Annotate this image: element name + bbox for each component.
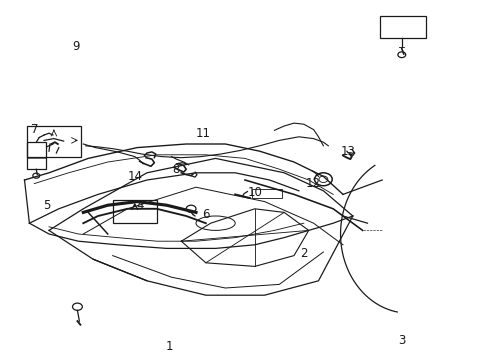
Text: 5: 5 [43, 199, 50, 212]
Text: 3: 3 [398, 334, 406, 347]
Text: 9: 9 [72, 40, 80, 53]
Text: 12: 12 [306, 177, 321, 190]
Text: 4: 4 [136, 199, 144, 212]
Bar [27, 142, 46, 169]
Text: 1: 1 [165, 340, 173, 353]
Text: 10: 10 [247, 186, 262, 199]
Text: 11: 11 [196, 127, 211, 140]
Text: 8: 8 [172, 163, 180, 176]
Bar [380, 16, 426, 38]
Text: 6: 6 [202, 208, 210, 221]
Bar [113, 200, 157, 223]
Bar [252, 189, 282, 198]
Bar [27, 126, 81, 157]
Text: 2: 2 [300, 247, 308, 260]
Text: 13: 13 [341, 145, 355, 158]
Text: 14: 14 [127, 170, 142, 183]
Text: 7: 7 [30, 123, 38, 136]
